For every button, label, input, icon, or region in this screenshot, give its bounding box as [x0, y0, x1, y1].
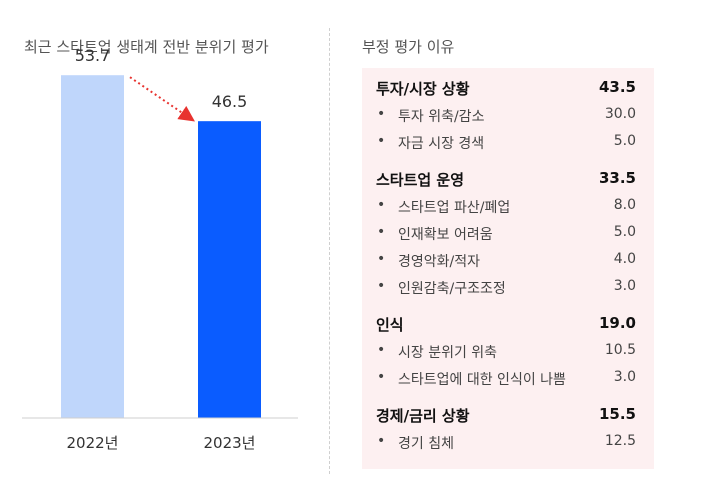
x-tick-label-1: 2023년 — [204, 434, 256, 452]
reason-item-row: • 인원감축/구조조정 3.0 — [362, 278, 654, 304]
category-value: 15.5 — [598, 405, 636, 423]
section-divider — [329, 28, 330, 474]
reason-item-row: • 투자 위축/감소 30.0 — [362, 106, 654, 132]
item-label: 투자 위축/감소 — [398, 109, 485, 125]
item-value: 3.0 — [613, 278, 636, 294]
trend-arrow — [129, 76, 195, 122]
bullet-icon: • — [377, 369, 386, 385]
bar-1 — [198, 121, 261, 419]
item-value: 4.0 — [613, 251, 636, 267]
reasons-title: 부정 평가 이유 — [362, 38, 455, 56]
bullet-icon: • — [377, 224, 386, 240]
item-label: 자금 시장 경색 — [398, 136, 485, 152]
bullet-icon: • — [377, 278, 386, 294]
reason-category-row: 인식 19.0 — [362, 314, 654, 340]
item-value: 3.0 — [613, 369, 636, 385]
item-value: 10.5 — [604, 342, 636, 358]
item-value: 12.5 — [604, 433, 636, 449]
bullet-icon: • — [377, 433, 386, 449]
bar-value-label-1: 46.5 — [212, 92, 248, 111]
bar-0 — [61, 75, 124, 418]
category-value: 33.5 — [598, 169, 636, 187]
reason-item-row: • 경영악화/적자 4.0 — [362, 251, 654, 277]
category-value: 43.5 — [598, 78, 636, 96]
item-label: 경기 침체 — [398, 436, 454, 452]
bar-chart: 53.7 2022년 46.5 2023년 — [22, 46, 298, 452]
reason-category-row: 스타트업 운영 33.5 — [362, 169, 654, 195]
category-label: 경제/금리 상황 — [376, 407, 470, 425]
category-value: 19.0 — [598, 314, 636, 332]
category-label: 투자/시장 상황 — [376, 80, 470, 98]
reason-category-row: 경제/금리 상황 15.5 — [362, 405, 654, 431]
category-label: 인식 — [376, 316, 404, 334]
bullet-icon: • — [377, 106, 386, 122]
reason-item-row: • 스타트업 파산/폐업 8.0 — [362, 197, 654, 223]
reason-item-row: • 스타트업에 대한 인식이 나쁨 3.0 — [362, 369, 654, 395]
category-label: 스타트업 운영 — [376, 171, 465, 189]
bullet-icon: • — [377, 342, 386, 358]
reason-item-row: • 자금 시장 경색 5.0 — [362, 133, 654, 159]
item-label: 경영악화/적자 — [398, 254, 480, 270]
item-value: 5.0 — [613, 133, 636, 149]
reasons-panel: 투자/시장 상황 43.5 • 투자 위축/감소 30.0 • 자금 시장 경색 5.0 스타트… — [362, 68, 654, 469]
reason-category-row: 투자/시장 상황 43.5 — [362, 78, 654, 104]
item-value: 5.0 — [613, 224, 636, 240]
item-label: 인원감축/구조조정 — [398, 281, 506, 297]
reason-item-row: • 인재확보 어려움 5.0 — [362, 224, 654, 250]
bar-value-label-0: 53.7 — [75, 46, 111, 65]
x-tick-label-0: 2022년 — [67, 434, 119, 452]
item-label: 스타트업 파산/폐업 — [398, 200, 511, 216]
item-label: 스타트업에 대한 인식이 나쁨 — [398, 372, 566, 388]
bullet-icon: • — [377, 251, 386, 267]
item-value: 30.0 — [604, 106, 636, 122]
item-label: 인재확보 어려움 — [398, 227, 493, 243]
item-label: 시장 분위기 위축 — [398, 345, 498, 361]
reason-item-row: • 경기 침체 12.5 — [362, 433, 654, 459]
bullet-icon: • — [377, 133, 386, 149]
chart-title: 최근 스타트업 생태계 전반 분위기 평가 — [24, 38, 269, 56]
reason-item-row: • 시장 분위기 위축 10.5 — [362, 342, 654, 368]
item-value: 8.0 — [613, 197, 636, 213]
bullet-icon: • — [377, 197, 386, 213]
